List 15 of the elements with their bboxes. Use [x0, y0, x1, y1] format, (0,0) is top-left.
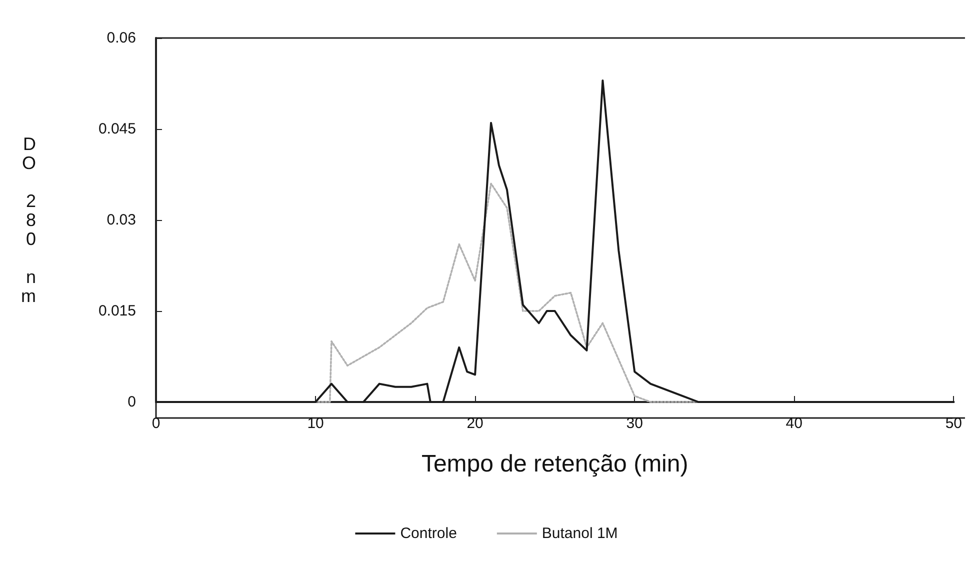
x-tick-label: 30 [626, 415, 643, 432]
legend-label: Controle [400, 525, 457, 542]
x-tick-label: 40 [786, 415, 802, 432]
y-tick-label: 0.03 [106, 212, 136, 228]
x-tick-label: 50 [945, 415, 962, 432]
legend-label: Butanol 1M [542, 525, 618, 542]
x-tick-label: 0 [152, 415, 160, 432]
y-tick-label: 0.06 [106, 30, 136, 46]
x-tick-label: 20 [466, 415, 484, 432]
x-axis-title: Tempo de retenção (min) [421, 450, 688, 478]
y-tick-label: 0.015 [98, 302, 136, 320]
y-tick-label: 0 [128, 394, 136, 410]
x-tick-label: 10 [307, 415, 324, 432]
y-axis-title: DO 280 nm [21, 134, 36, 306]
y-tick-label: 0.045 [98, 120, 136, 138]
